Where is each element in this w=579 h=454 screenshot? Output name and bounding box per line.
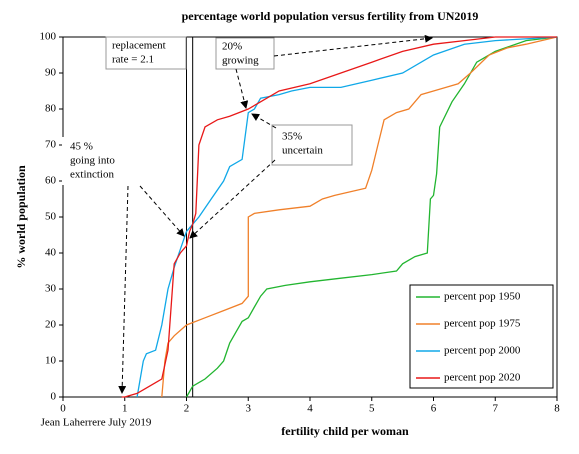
x-tick-label: 7 xyxy=(493,403,499,415)
annotation: replacement xyxy=(112,40,166,52)
x-tick-label: 8 xyxy=(554,403,560,415)
series-line xyxy=(121,36,557,398)
y-tick-label: 30 xyxy=(45,283,57,295)
annotation: 45 % xyxy=(70,141,93,153)
x-tick-label: 0 xyxy=(60,403,66,415)
legend: percent pop 1950 percent pop 1975 percent … xyxy=(409,284,554,389)
annotation-box xyxy=(271,124,353,166)
legend-label: percent pop 1975 xyxy=(444,318,521,330)
legend-label: percent pop 2000 xyxy=(444,345,521,357)
x-tick-label: 6 xyxy=(431,403,437,415)
y-tick-label: 100 xyxy=(40,31,57,43)
y-tick-label: 90 xyxy=(45,67,57,79)
y-tick-label: 0 xyxy=(51,391,57,403)
y-tick-label: 10 xyxy=(45,355,57,367)
arrow xyxy=(273,34,433,57)
x-axis-label: fertility child per woman xyxy=(281,424,409,438)
annotations: replacement rate = 2.1 20% growing 35% u… xyxy=(62,34,433,394)
y-tick-label: 20 xyxy=(45,319,57,331)
arrow xyxy=(118,185,129,394)
legend-label: percent pop 2020 xyxy=(444,372,521,384)
annotation: extinction xyxy=(70,169,114,181)
legend-label: percent pop 1950 xyxy=(444,291,521,303)
annotation: 35% xyxy=(282,131,302,143)
annotation-box xyxy=(62,137,154,185)
annotation-box xyxy=(105,36,187,70)
annotation: uncertain xyxy=(282,145,323,157)
annotation: growing xyxy=(222,55,259,67)
annotation-box xyxy=(215,37,275,70)
y-tick-label: 50 xyxy=(45,211,57,223)
x-tick-label: 1 xyxy=(122,403,128,415)
arrow xyxy=(235,68,249,109)
y-tick-label: 40 xyxy=(45,247,57,259)
x-tick-label: 2 xyxy=(184,403,190,415)
arrow xyxy=(139,185,185,237)
chart-title: percentage world population versus ferti… xyxy=(182,9,479,23)
arrow xyxy=(251,113,277,129)
y-tick-label: 80 xyxy=(45,103,57,115)
annotation: going into xyxy=(70,155,115,167)
y-tick-label: 60 xyxy=(45,175,57,187)
annotation: 20% xyxy=(222,41,242,53)
series-line xyxy=(136,36,558,398)
x-tick-label: 4 xyxy=(307,403,313,415)
credit: Jean Laherrere July 2019 xyxy=(41,417,152,429)
series-line xyxy=(185,36,558,398)
series-line xyxy=(161,36,558,398)
arrow xyxy=(189,159,276,239)
y-axis-label: % world population xyxy=(14,165,28,269)
annotation: rate = 2.1 xyxy=(112,54,154,66)
x-tick-label: 5 xyxy=(369,403,375,415)
y-tick-label: 70 xyxy=(45,139,57,151)
legend-box xyxy=(409,284,554,389)
x-tick-label: 3 xyxy=(246,403,252,415)
